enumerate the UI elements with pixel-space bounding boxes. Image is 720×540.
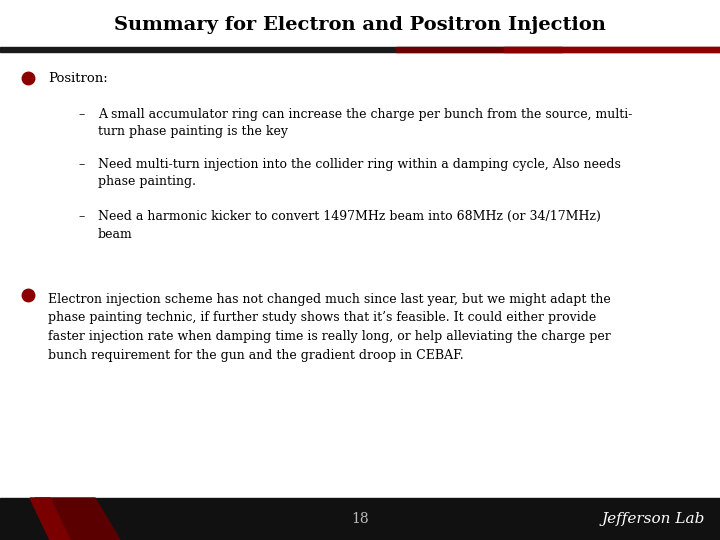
Text: A small accumulator ring can increase the charge per bunch from the source, mult: A small accumulator ring can increase th… xyxy=(98,108,632,138)
Text: 18: 18 xyxy=(351,512,369,526)
Text: –: – xyxy=(79,210,85,223)
Text: –: – xyxy=(79,108,85,121)
Text: Jefferson Lab: Jefferson Lab xyxy=(602,512,705,526)
Text: Positron:: Positron: xyxy=(48,71,108,84)
Text: –: – xyxy=(79,158,85,171)
Text: Need multi-turn injection into the collider ring within a damping cycle, Also ne: Need multi-turn injection into the colli… xyxy=(98,158,621,188)
Bar xyxy=(0,498,720,540)
Text: Summary for Electron and Positron Injection: Summary for Electron and Positron Inject… xyxy=(114,16,606,34)
Bar xyxy=(504,47,720,52)
Polygon shape xyxy=(35,498,120,540)
Text: Electron injection scheme has not changed much since last year, but we might ada: Electron injection scheme has not change… xyxy=(48,293,611,361)
Polygon shape xyxy=(30,498,70,540)
Bar xyxy=(396,47,720,52)
Text: Need a harmonic kicker to convert 1497MHz beam into 68MHz (or 34/17MHz)
beam: Need a harmonic kicker to convert 1497MH… xyxy=(98,210,601,240)
Bar xyxy=(0,47,562,52)
